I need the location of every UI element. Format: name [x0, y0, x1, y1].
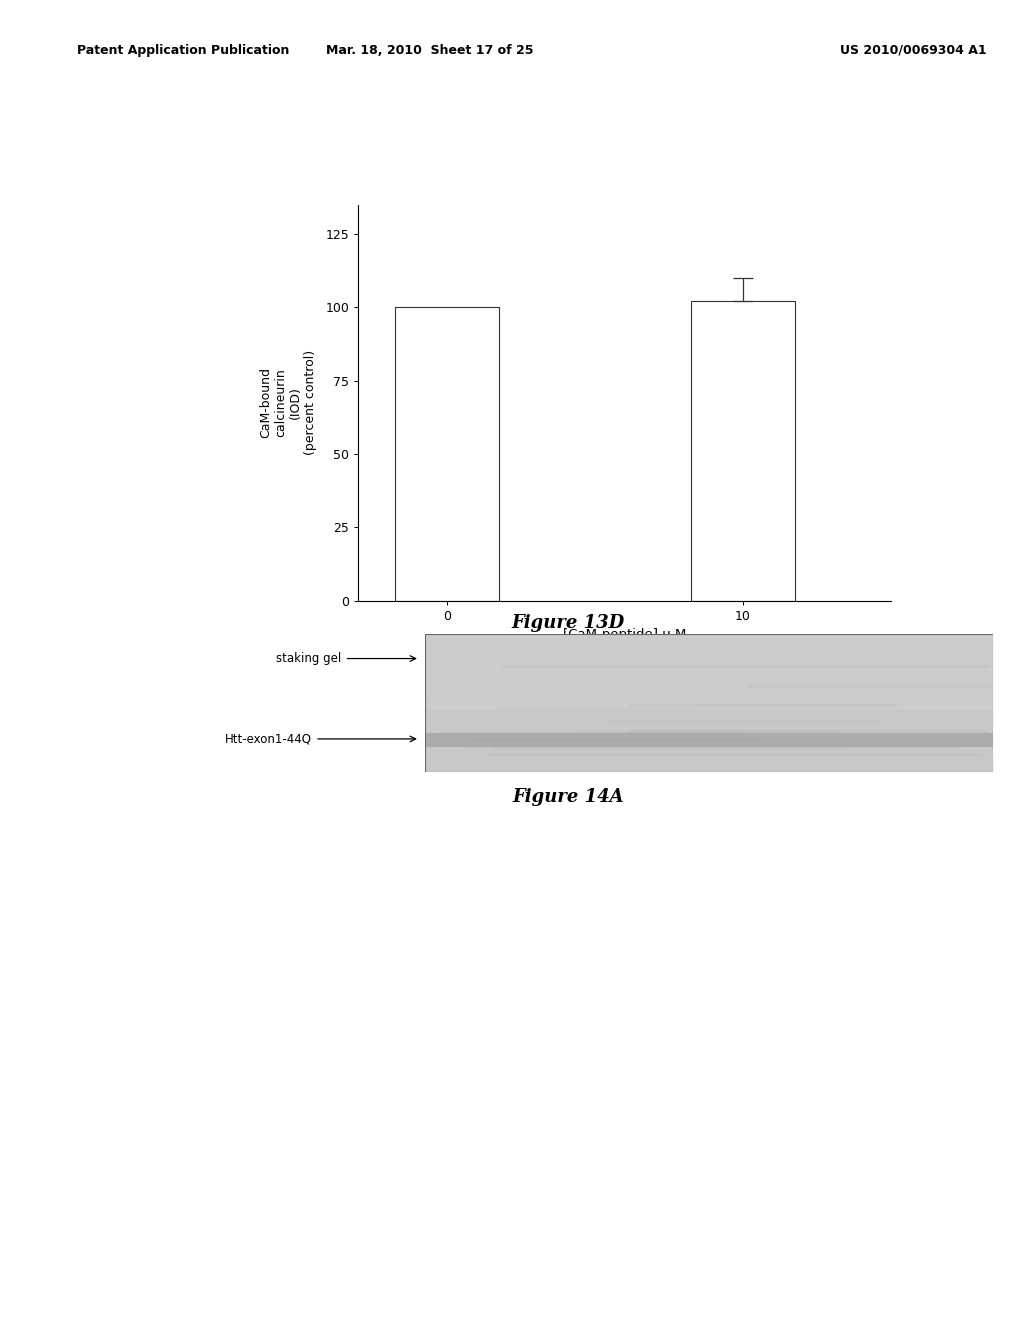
Text: US 2010/0069304 A1: US 2010/0069304 A1 — [840, 44, 986, 57]
Bar — [440, 731, 742, 734]
Bar — [746, 685, 991, 688]
Bar — [395, 308, 499, 601]
Bar — [579, 730, 839, 733]
Text: Figure 14A: Figure 14A — [512, 788, 625, 807]
Text: staking gel: staking gel — [276, 652, 416, 665]
Bar — [473, 739, 754, 742]
Bar — [503, 708, 697, 710]
X-axis label: [CaM-peptide] μ M: [CaM-peptide] μ M — [563, 628, 686, 642]
Bar — [629, 705, 897, 708]
Bar — [425, 697, 992, 700]
Y-axis label: CaM-bound
calcineurin
(IOD)
(percent control): CaM-bound calcineurin (IOD) (percent con… — [259, 350, 317, 455]
Text: Figure 13D: Figure 13D — [512, 614, 625, 632]
Bar — [486, 754, 983, 756]
Bar — [635, 739, 983, 742]
Bar — [493, 744, 850, 748]
Bar — [425, 634, 993, 710]
Bar — [605, 719, 879, 723]
Bar — [437, 660, 827, 664]
Text: Htt-exon1-44Q: Htt-exon1-44Q — [225, 733, 416, 746]
Bar — [501, 665, 989, 668]
Bar — [469, 747, 958, 750]
Text: Patent Application Publication: Patent Application Publication — [77, 44, 289, 57]
Bar — [691, 301, 795, 601]
Bar — [629, 730, 986, 733]
Text: Mar. 18, 2010  Sheet 17 of 25: Mar. 18, 2010 Sheet 17 of 25 — [327, 44, 534, 57]
Bar — [425, 734, 993, 747]
